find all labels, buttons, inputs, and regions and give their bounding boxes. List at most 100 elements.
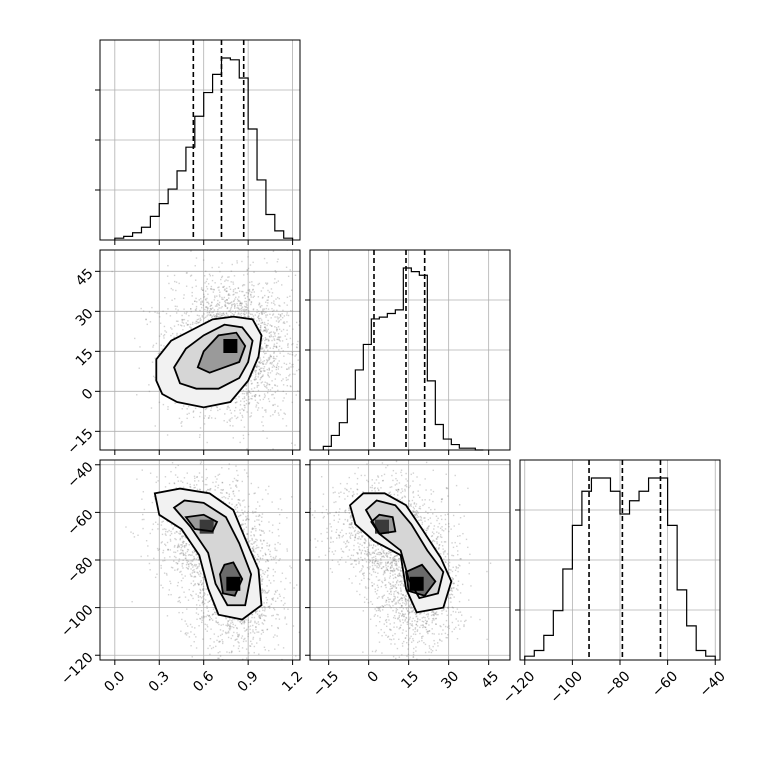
- sample-point: [233, 314, 235, 316]
- sample-point: [145, 540, 148, 542]
- sample-point: [232, 618, 234, 621]
- sample-point: [246, 533, 248, 535]
- sample-point: [175, 320, 178, 322]
- sample-point: [285, 393, 287, 395]
- sample-point: [277, 321, 280, 323]
- sample-point: [268, 376, 271, 378]
- sample-point: [295, 346, 298, 348]
- sample-point: [233, 275, 236, 277]
- sample-point: [154, 521, 157, 523]
- sample-point: [289, 269, 291, 271]
- sample-point: [300, 400, 301, 401]
- sample-point: [273, 343, 276, 345]
- sample-point: [254, 621, 256, 624]
- sample-point: [178, 546, 181, 548]
- sample-point: [253, 291, 255, 293]
- sample-point: [251, 547, 254, 549]
- sample-point: [259, 615, 261, 618]
- sample-point: [239, 303, 241, 305]
- sample-point: [306, 375, 307, 376]
- sample-point: [194, 300, 196, 302]
- sample-point: [224, 299, 227, 302]
- sample-point: [271, 501, 273, 503]
- sample-point: [256, 546, 258, 549]
- sample-point: [182, 318, 184, 321]
- sample-point: [255, 406, 257, 408]
- sample-point: [177, 568, 179, 570]
- sample-point: [187, 563, 190, 565]
- sample-point: [266, 304, 268, 307]
- sample-point: [227, 636, 230, 639]
- sample-point: [244, 523, 246, 525]
- sample-point: [177, 464, 179, 467]
- sample-point: [267, 605, 270, 608]
- sample-point: [245, 394, 248, 396]
- sample-point: [323, 351, 324, 352]
- sample-point: [206, 288, 209, 290]
- sample-point: [164, 544, 167, 547]
- sample-point: [154, 357, 156, 359]
- sample-point: [267, 372, 269, 374]
- sample-point: [258, 282, 261, 285]
- sample-point: [268, 369, 270, 371]
- sample-point: [267, 308, 270, 310]
- sample-point: [253, 285, 255, 287]
- sample-point: [236, 315, 238, 317]
- sample-point: [269, 389, 272, 391]
- sample-point: [271, 625, 273, 627]
- sample-point: [182, 329, 184, 331]
- sample-point: [253, 318, 256, 321]
- sample-point: [250, 296, 252, 298]
- sample-point: [236, 503, 238, 506]
- sample-point: [228, 310, 230, 313]
- sample-point: [231, 650, 233, 652]
- sample-point: [259, 617, 261, 620]
- sample-point: [272, 413, 274, 416]
- sample-point: [281, 677, 282, 678]
- sample-point: [248, 316, 250, 318]
- sample-point: [206, 594, 209, 596]
- sample-point: [239, 514, 241, 517]
- sample-point: [218, 301, 221, 304]
- sample-point: [262, 351, 265, 353]
- sample-point: [267, 560, 270, 562]
- sample-point: [249, 645, 251, 647]
- sample-point: [264, 337, 267, 339]
- sample-point: [253, 317, 255, 320]
- sample-point: [218, 266, 220, 268]
- sample-point: [240, 419, 243, 421]
- sample-point: [271, 615, 273, 617]
- sample-point: [208, 615, 210, 617]
- sample-point: [197, 480, 200, 482]
- sample-point: [251, 395, 253, 397]
- sample-point: [209, 314, 211, 317]
- sample-point: [265, 345, 267, 348]
- sample-point: [260, 574, 262, 576]
- sample-point: [244, 621, 246, 623]
- sample-point: [262, 361, 264, 363]
- sample-point: [180, 324, 182, 326]
- sample-point: [201, 602, 203, 604]
- sample-point: [266, 559, 269, 561]
- sample-point: [195, 604, 198, 606]
- sample-point: [255, 404, 258, 406]
- sample-point: [260, 376, 263, 379]
- sample-point: [230, 302, 232, 304]
- sample-point: [213, 641, 215, 643]
- sample-point: [149, 532, 151, 535]
- sample-point: [259, 568, 261, 571]
- sample-point: [231, 417, 233, 419]
- sample-point: [151, 501, 154, 504]
- sample-point: [152, 344, 155, 347]
- sample-point: [171, 462, 174, 464]
- sample-point: [286, 368, 288, 370]
- sample-point: [238, 645, 240, 647]
- sample-point: [197, 572, 199, 574]
- sample-point: [250, 415, 252, 417]
- sample-point: [189, 323, 192, 326]
- sample-point: [249, 281, 251, 284]
- sample-point: [274, 543, 276, 546]
- sample-point: [257, 372, 260, 374]
- sample-point: [265, 344, 268, 346]
- sample-point: [212, 608, 215, 611]
